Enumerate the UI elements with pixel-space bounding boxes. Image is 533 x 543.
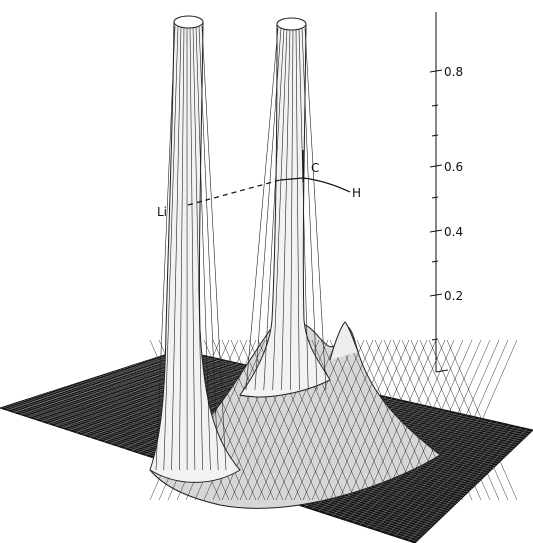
tick-label-0.8: 0.8 <box>444 65 463 79</box>
tick-minor <box>431 338 439 341</box>
atom-label-li: Li <box>157 205 167 219</box>
c-density-peak <box>239 17 331 398</box>
tick-minor <box>431 104 439 107</box>
axis-base <box>435 369 449 373</box>
c-bond-segment <box>279 177 304 181</box>
tick-major-0.6 <box>429 164 443 168</box>
tick-major-0.2 <box>429 293 443 297</box>
li-c-dashed-bond <box>187 179 281 206</box>
tick-label-0.6: 0.6 <box>444 160 463 174</box>
density-axis <box>429 12 449 373</box>
li-density-peak <box>149 15 241 483</box>
c-h-bond <box>302 177 351 193</box>
atom-label-c: C <box>311 161 319 175</box>
tick-label-0.2: 0.2 <box>444 289 463 303</box>
bond-path <box>187 150 351 206</box>
tick-label-0.4: 0.4 <box>444 225 463 239</box>
tick-major-0.8 <box>429 69 443 73</box>
c-peak-cap <box>276 17 307 31</box>
tick-minor <box>431 260 439 263</box>
li-peak-cap <box>173 15 204 29</box>
tick-major-0.4 <box>429 229 443 233</box>
tick-minor <box>431 196 439 199</box>
atom-label-h: H <box>352 186 361 200</box>
tick-minor <box>431 134 439 137</box>
hydrogen-peak <box>329 321 359 361</box>
